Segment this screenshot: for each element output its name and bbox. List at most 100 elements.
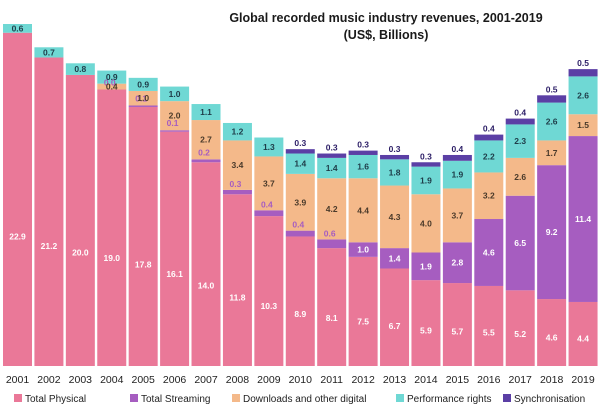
data-label-total-streaming-2019: 11.4	[575, 214, 591, 224]
x-tick-2006: 2006	[163, 374, 187, 386]
x-tick-2005: 2005	[132, 374, 156, 386]
bar-total-streaming-2010	[285, 230, 315, 237]
data-label-total-physical-2015: 5.7	[451, 326, 463, 336]
legend-swatch-downloads-and-other-digital	[232, 394, 240, 402]
bar-total-streaming-2009	[254, 210, 284, 217]
bar-total-physical-2011	[317, 248, 347, 366]
bar-total-streaming-2016	[474, 219, 504, 286]
bar-total-streaming-2012	[348, 242, 378, 257]
bar-total-streaming-2007	[191, 159, 221, 163]
data-label-performance-rights-2014: 1.9	[420, 175, 432, 185]
data-label-total-physical-2012: 7.5	[357, 317, 369, 327]
bar-total-physical-2016	[474, 285, 504, 366]
data-label-downloads-and-other-digital-2012: 4.4	[357, 205, 369, 215]
data-label-performance-rights-2009: 1.3	[263, 142, 275, 152]
bar-synchronisation-2011	[317, 153, 347, 158]
bar-total-physical-2007	[191, 162, 221, 366]
x-tick-2001: 2001	[6, 374, 30, 386]
legend-label-total-physical: Total Physical	[25, 394, 86, 405]
data-label-synchronisation-2016: 0.4	[483, 124, 495, 134]
data-label-total-streaming-2004: 0.0	[104, 77, 116, 87]
bar-total-physical-2005	[128, 106, 158, 367]
bar-performance-rights-2005	[128, 77, 158, 91]
x-tick-2011: 2011	[320, 374, 343, 386]
bar-downloads-and-other-digital-2019	[568, 114, 598, 137]
data-label-synchronisation-2012: 0.3	[357, 140, 369, 150]
data-label-total-streaming-2016: 4.6	[483, 247, 495, 257]
x-tick-2014: 2014	[414, 374, 438, 386]
x-tick-2009: 2009	[257, 374, 281, 386]
data-label-total-streaming-2014: 1.9	[420, 261, 432, 271]
bar-downloads-and-other-digital-2016	[474, 172, 504, 220]
data-label-downloads-and-other-digital-2010: 3.9	[294, 197, 306, 207]
bar-downloads-and-other-digital-2006	[160, 101, 190, 131]
bar-synchronisation-2019	[568, 69, 598, 77]
bar-synchronisation-2010	[285, 149, 315, 154]
x-tick-2017: 2017	[509, 374, 533, 386]
data-label-total-streaming-2010: 0.4	[292, 220, 304, 230]
data-label-performance-rights-2008: 1.2	[232, 127, 244, 137]
bar-total-physical-2012	[348, 256, 378, 366]
x-axis-ticks: 2001 2002 2003 2004 2005 2006 2007 2008 2009 2010…	[6, 374, 595, 386]
data-label-total-physical-2004: 19.0	[103, 253, 120, 263]
data-label-downloads-and-other-digital-2007: 2.7	[200, 135, 212, 145]
bar-total-streaming-2013	[380, 248, 410, 269]
bar-total-physical-2009	[254, 216, 284, 366]
data-label-total-streaming-2012: 1.0	[357, 245, 369, 255]
legend-swatch-performance-rights	[396, 394, 404, 402]
data-label-performance-rights-2019: 2.6	[577, 90, 589, 100]
data-label-total-physical-2008: 11.8	[229, 293, 245, 303]
x-tick-2016: 2016	[477, 374, 501, 386]
chart-title: Global recorded music industry revenues,…	[229, 11, 542, 25]
data-label-downloads-and-other-digital-2015: 3.7	[451, 210, 463, 220]
data-label-total-physical-2007: 14.0	[198, 281, 215, 291]
bar-synchronisation-2018	[537, 95, 567, 103]
x-tick-2002: 2002	[37, 374, 61, 386]
bar-performance-rights-2015	[442, 160, 472, 189]
bar-performance-rights-2002	[34, 47, 64, 58]
bar-total-physical-2019	[568, 301, 598, 366]
bar-total-physical-2008	[222, 194, 252, 366]
legend-label-downloads-and-other-digital: Downloads and other digital	[243, 394, 366, 405]
bar-synchronisation-2012	[348, 150, 378, 155]
x-tick-2003: 2003	[69, 374, 93, 386]
data-label-synchronisation-2013: 0.3	[389, 144, 401, 154]
bar-performance-rights-2014	[411, 166, 441, 195]
bar-synchronisation-2013	[380, 154, 410, 160]
legend-label-total-streaming: Total Streaming	[141, 394, 210, 405]
x-tick-2004: 2004	[100, 374, 124, 386]
chart-subtitle: (US$, Billions)	[344, 28, 429, 42]
bar-performance-rights-2010	[285, 153, 315, 174]
data-label-downloads-and-other-digital-2006: 2.0	[169, 111, 181, 121]
bar-downloads-and-other-digital-2008	[222, 140, 252, 190]
bar-performance-rights-2017	[505, 124, 535, 158]
legend-label-performance-rights: Performance rights	[407, 394, 491, 405]
data-label-total-streaming-2011: 0.6	[324, 228, 336, 238]
data-label-downloads-and-other-digital-2017: 2.6	[514, 172, 526, 182]
bar-total-streaming-2014	[411, 252, 441, 281]
data-label-performance-rights-2016: 2.2	[483, 151, 495, 161]
bar-total-streaming-2018	[537, 165, 567, 300]
data-label-performance-rights-2003: 0.8	[74, 64, 86, 74]
data-label-downloads-and-other-digital-2016: 3.2	[483, 191, 495, 201]
legend-swatch-total-streaming	[130, 394, 138, 402]
bar-total-streaming-2015	[442, 242, 472, 284]
data-label-total-physical-2009: 10.3	[261, 301, 278, 311]
bar-total-physical-2014	[411, 280, 441, 366]
data-label-synchronisation-2019: 0.5	[577, 58, 589, 68]
data-label-performance-rights-2006: 1.0	[169, 89, 181, 99]
data-label-total-streaming-2017: 6.5	[514, 238, 526, 248]
data-label-total-streaming-2018: 9.2	[546, 227, 558, 237]
data-label-total-physical-2003: 20.0	[72, 247, 89, 257]
data-label-downloads-and-other-digital-2008: 3.4	[232, 160, 244, 170]
data-label-synchronisation-2015: 0.4	[451, 144, 463, 154]
data-label-total-streaming-2005: 0.1	[135, 93, 147, 103]
bar-total-streaming-2005	[128, 105, 158, 107]
bar-total-streaming-2019	[568, 136, 598, 302]
data-label-total-physical-2014: 5.9	[420, 325, 432, 335]
legend: Total Physical Total Streaming Downloads a…	[14, 394, 585, 405]
bar-downloads-and-other-digital-2018	[537, 140, 567, 166]
legend-label-synchronisation: Synchronisation	[514, 394, 585, 405]
bar-downloads-and-other-digital-2004	[97, 83, 127, 90]
data-label-total-streaming-2006: 0.1	[167, 118, 179, 128]
